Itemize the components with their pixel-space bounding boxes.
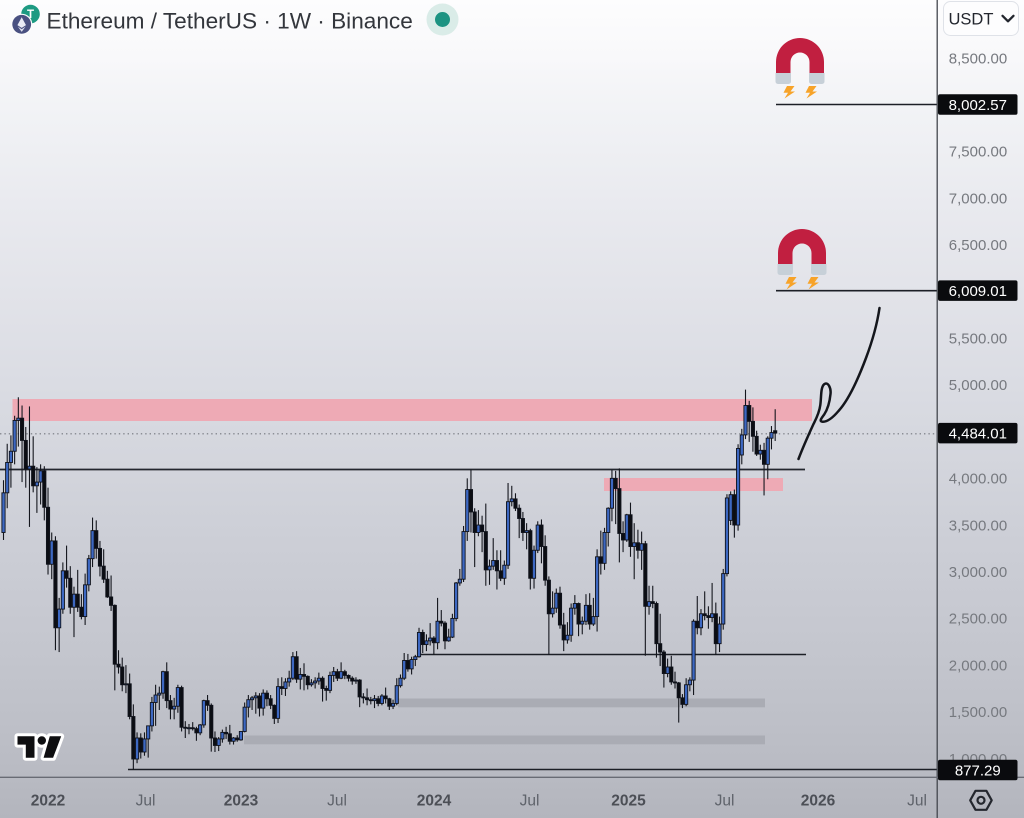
svg-text:2022: 2022: [31, 793, 65, 810]
svg-text:Jul: Jul: [907, 793, 927, 810]
svg-text:1,500.00: 1,500.00: [949, 704, 1007, 721]
svg-text:8,002.57: 8,002.57: [949, 97, 1007, 114]
svg-text:4,484.01: 4,484.01: [949, 425, 1007, 442]
svg-text:2023: 2023: [224, 793, 259, 810]
svg-text:Jul: Jul: [136, 793, 156, 810]
svg-text:7,000.00: 7,000.00: [949, 190, 1007, 207]
svg-text:2,000.00: 2,000.00: [949, 657, 1007, 674]
svg-text:6,500.00: 6,500.00: [949, 237, 1007, 254]
svg-text:2025: 2025: [611, 793, 646, 810]
svg-text:5,500.00: 5,500.00: [949, 331, 1007, 348]
svg-text:5,000.00: 5,000.00: [949, 377, 1007, 394]
svg-text:Jul: Jul: [520, 793, 540, 810]
svg-text:3,500.00: 3,500.00: [949, 517, 1007, 534]
svg-text:877.29: 877.29: [955, 762, 1001, 779]
svg-text:USDT: USDT: [949, 11, 994, 29]
svg-text:8,500.00: 8,500.00: [949, 50, 1007, 67]
svg-text:Ethereum / TetherUS · 1W · Bin: Ethereum / TetherUS · 1W · Binance: [47, 9, 413, 34]
svg-text:2024: 2024: [417, 793, 452, 810]
svg-text:Jul: Jul: [327, 793, 347, 810]
svg-text:7,500.00: 7,500.00: [949, 144, 1007, 161]
svg-text:4,000.00: 4,000.00: [949, 471, 1007, 488]
svg-text:2,500.00: 2,500.00: [949, 611, 1007, 628]
svg-text:Jul: Jul: [715, 793, 735, 810]
svg-text:3,000.00: 3,000.00: [949, 564, 1007, 581]
svg-text:T: T: [27, 9, 34, 21]
svg-text:2026: 2026: [801, 793, 836, 810]
svg-text:6,009.01: 6,009.01: [949, 283, 1007, 300]
